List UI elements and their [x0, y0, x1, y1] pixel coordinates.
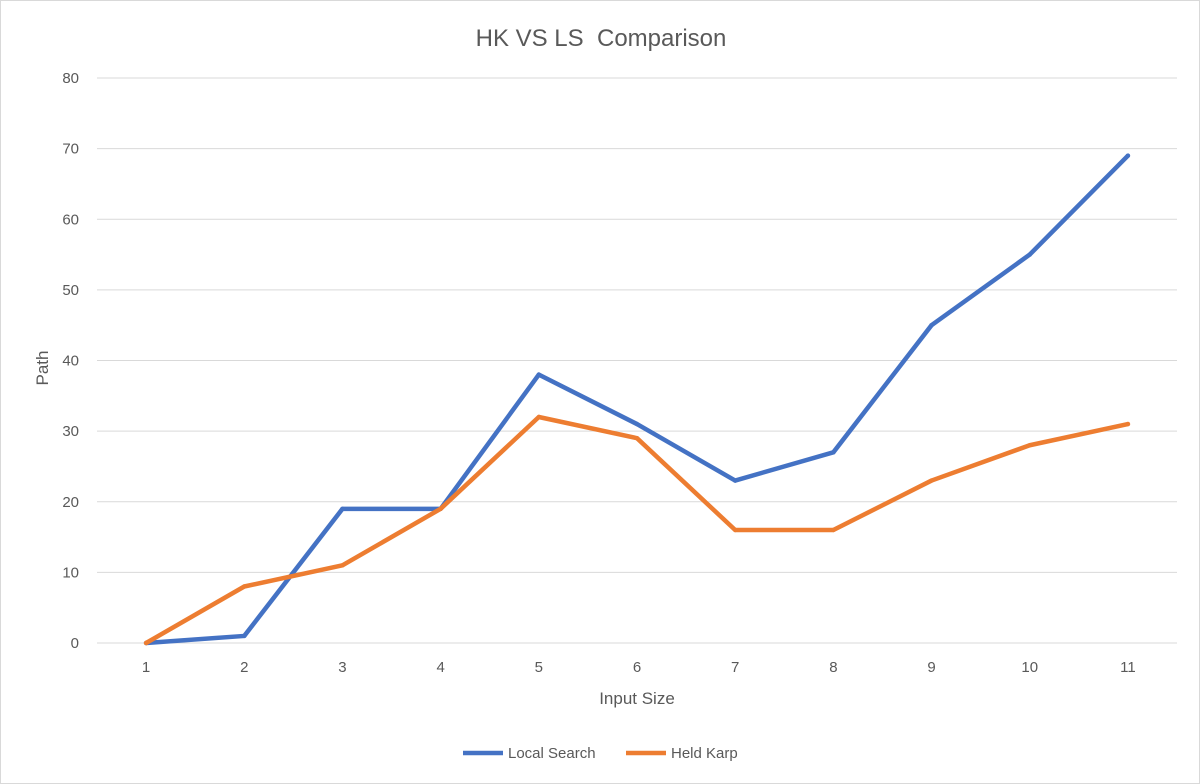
data-point — [143, 640, 149, 646]
data-point — [634, 421, 640, 427]
legend: Local Search Held Karp — [463, 745, 738, 762]
x-tick-label: 6 — [633, 659, 641, 676]
y-axis-title: Path — [33, 351, 52, 386]
data-point — [732, 527, 738, 533]
data-point — [634, 435, 640, 441]
y-tick-label: 80 — [62, 70, 79, 87]
y-tick-label: 30 — [62, 423, 79, 440]
data-point — [831, 527, 836, 533]
x-tick-label: 7 — [731, 659, 739, 676]
chart-title: HK VS LS Comparison — [476, 25, 727, 52]
x-tick-label: 11 — [1120, 659, 1136, 676]
data-point — [340, 563, 345, 568]
series-layer — [143, 153, 1131, 646]
y-tick-label: 50 — [62, 282, 79, 299]
series-line-held-karp — [143, 414, 1131, 646]
x-tick-label: 9 — [927, 659, 935, 676]
gridlines — [97, 77, 1177, 644]
y-tick-label: 60 — [62, 211, 79, 228]
x-axis-ticks: 1 2 3 4 5 6 7 8 9 10 11 — [142, 659, 1136, 676]
x-tick-label: 10 — [1021, 659, 1038, 676]
y-tick-label: 40 — [62, 353, 79, 370]
data-point — [831, 450, 836, 455]
x-tick-label: 1 — [142, 659, 150, 676]
y-tick-label: 10 — [62, 564, 79, 581]
data-point — [242, 633, 247, 639]
y-axis-ticks: 0 10 20 30 40 50 60 70 80 — [62, 70, 79, 652]
data-point — [732, 478, 738, 483]
data-point — [929, 478, 934, 483]
data-point — [929, 322, 934, 328]
data-point — [1125, 153, 1131, 158]
data-point — [536, 372, 542, 377]
x-tick-label: 3 — [338, 659, 346, 676]
x-axis-title: Input Size — [599, 689, 675, 708]
y-tick-label: 20 — [62, 494, 79, 511]
x-tick-label: 8 — [829, 659, 837, 676]
legend-label: Held Karp — [671, 745, 738, 762]
data-point — [340, 506, 345, 512]
y-tick-label: 0 — [71, 635, 79, 652]
y-tick-label: 70 — [62, 141, 79, 158]
x-tick-label: 2 — [240, 659, 248, 676]
legend-label: Local Search — [508, 745, 596, 762]
data-point — [1027, 252, 1032, 257]
data-point — [242, 584, 247, 589]
data-point — [438, 506, 443, 512]
data-point — [536, 414, 542, 420]
x-tick-label: 4 — [436, 659, 444, 676]
series-line-local-search — [143, 153, 1131, 646]
data-point — [1125, 421, 1131, 427]
data-point — [1027, 443, 1032, 448]
x-tick-label: 5 — [535, 659, 543, 676]
